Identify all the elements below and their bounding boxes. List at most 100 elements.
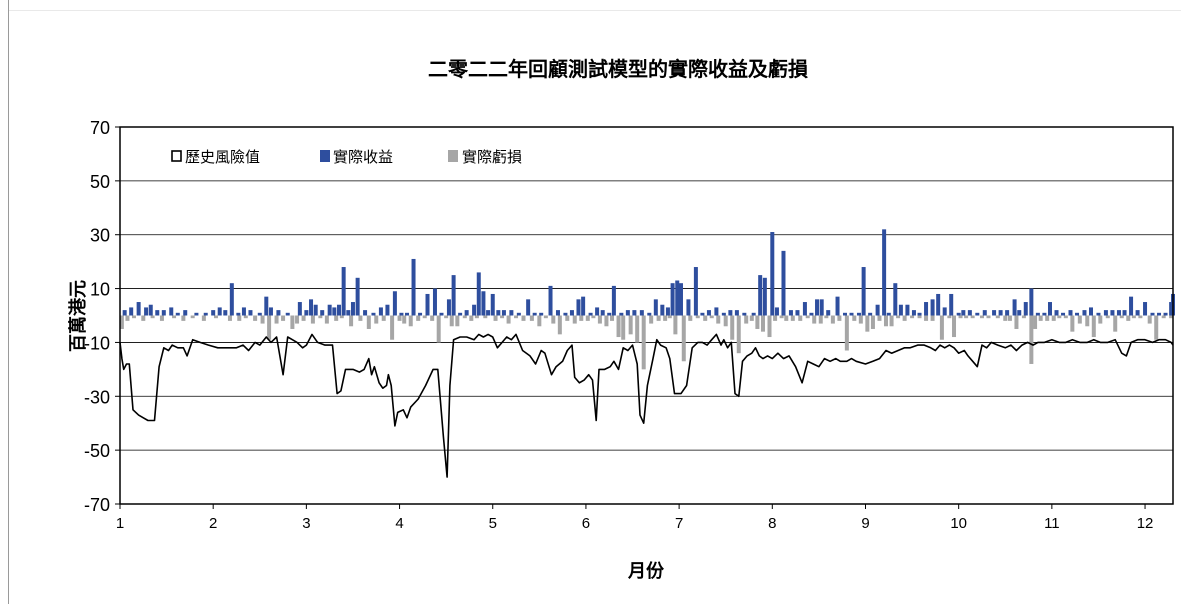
loss-bar [1029, 315, 1034, 364]
var-line-layer [119, 333, 1174, 478]
loss-bar [301, 315, 306, 321]
gain-bar [1047, 302, 1052, 316]
loss-bar [310, 315, 315, 324]
gain-bar [148, 304, 153, 316]
gain-bar [486, 310, 491, 316]
gain-bar [1023, 302, 1028, 316]
gain-bar [268, 307, 273, 316]
gain-bar [949, 293, 954, 316]
loss-bar [150, 315, 155, 319]
gain-bar [1082, 310, 1087, 316]
gain-bar [223, 310, 228, 316]
loss-bar [858, 315, 863, 324]
gain-bar [856, 312, 861, 316]
loss-bar [621, 315, 626, 340]
loss-bar [557, 315, 562, 335]
loss-bar [939, 315, 944, 340]
loss-bar [779, 315, 784, 319]
gain-bar [439, 312, 444, 316]
gain-bar [169, 307, 174, 316]
gain-bar [371, 312, 376, 316]
gain-bar [392, 291, 397, 316]
loss-bar [1021, 315, 1026, 319]
gain-bar [886, 312, 891, 316]
loss-bar [190, 315, 195, 319]
loss-bar [374, 315, 379, 324]
gain-bar [285, 312, 290, 316]
x-tick-label: 4 [395, 515, 403, 532]
gain-bar [229, 283, 234, 316]
gain-bar [1157, 312, 1162, 316]
gain-bar [1075, 312, 1080, 316]
loss-bar [844, 315, 849, 351]
loss-bar [1063, 315, 1068, 319]
gain-bar [1135, 310, 1140, 316]
gain-bar [458, 312, 463, 316]
loss-bar [506, 315, 511, 324]
gain-bar [936, 293, 941, 316]
loss-bar [537, 315, 542, 327]
loss-bar [1131, 315, 1136, 319]
loss-bar [579, 315, 584, 321]
y-tick-label: -30 [84, 387, 110, 407]
gain-bar [693, 267, 698, 316]
gain-bar [236, 312, 241, 316]
loss-bar [818, 315, 823, 324]
gain-bar [350, 302, 355, 316]
gain-bar [257, 312, 262, 316]
loss-bar [837, 315, 842, 321]
loss-bar [597, 315, 602, 324]
gain-bar [781, 250, 786, 316]
loss-bar [723, 315, 728, 327]
gain-bar [639, 310, 644, 316]
loss-bar [422, 315, 427, 319]
loss-bar [1126, 315, 1131, 321]
gain-bar [526, 299, 531, 316]
y-tick-label: 10 [90, 280, 110, 300]
loss-bar [390, 315, 395, 340]
gain-bar [516, 312, 521, 316]
gain-bar [842, 312, 847, 316]
x-tick-label: 9 [861, 515, 869, 532]
gain-bar [576, 299, 581, 316]
gain-bar [600, 310, 605, 316]
gain-bar [686, 299, 691, 316]
loss-bar [213, 315, 218, 319]
loss-bar [591, 315, 596, 319]
loss-bar [201, 315, 206, 321]
loss-bar [749, 315, 754, 321]
x-tick-label: 3 [302, 515, 310, 532]
gain-bar [355, 277, 360, 316]
gain-bar [774, 307, 779, 316]
gain-bar [1088, 307, 1093, 316]
gain-bar [675, 280, 680, 316]
gain-bar [835, 296, 840, 316]
loss-bar [784, 315, 789, 321]
loss-bar [695, 315, 700, 319]
gain-bar [264, 296, 269, 316]
gain-bar [385, 304, 390, 316]
legend-swatch-var [171, 150, 182, 162]
loss-bar [790, 315, 795, 321]
loss-bar [119, 315, 124, 329]
gain-bar [728, 310, 733, 316]
loss-bar [159, 315, 164, 321]
gain-bar [548, 285, 553, 316]
loss-bar [896, 315, 901, 319]
loss-bar [274, 315, 279, 324]
loss-bar [141, 315, 146, 321]
y-tick-label: 50 [90, 172, 110, 192]
x-tick-label: 5 [489, 515, 497, 532]
gain-bar [665, 307, 670, 316]
loss-bar [1113, 315, 1118, 332]
loss-bar [924, 315, 929, 321]
loss-bar [798, 315, 803, 321]
gain-bar [678, 283, 683, 316]
gain-bar [975, 312, 980, 316]
gain-bar [481, 291, 486, 316]
legend-swatch-loss [448, 150, 458, 162]
loss-bar [565, 315, 570, 321]
loss-bar [334, 315, 339, 321]
loss-bar [767, 315, 772, 338]
loss-bar [688, 315, 693, 321]
